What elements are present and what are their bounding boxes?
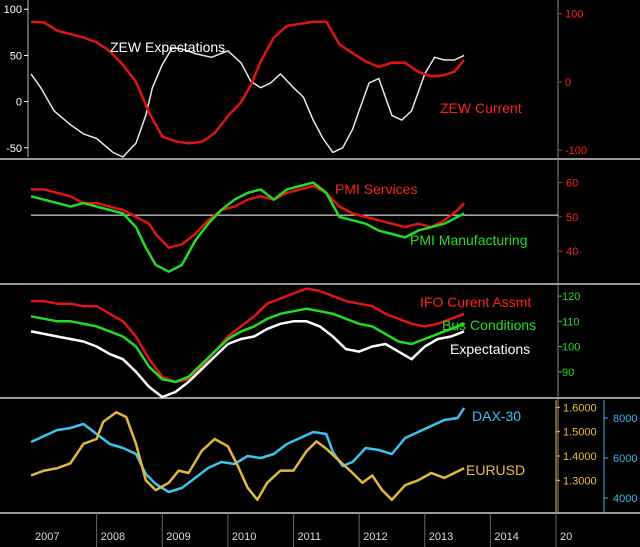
series-line-pmi-manufacturing <box>30 181 465 273</box>
label-zew-expectations: ZEW Expectations <box>110 39 225 55</box>
pmi-right-tick-label: 40 <box>566 246 578 258</box>
dax_eurusd-right-tick-label: 8000 <box>613 413 637 425</box>
dax_eurusd-right-tick-label: 4000 <box>613 493 637 505</box>
series-line-pmi-services <box>31 184 466 249</box>
ticks-layer: 100 50 0 -50 100 0 -100 60 50 40 120 110 100 90 1.6000… <box>4 4 638 505</box>
pmi-right-tick-label: 60 <box>566 178 578 190</box>
ifo-right-tick-label: 120 <box>562 291 580 303</box>
series-line-ifo-curent-assmt <box>31 287 465 384</box>
x-axis-year-label: 2012 <box>363 531 387 543</box>
ifo-right-tick-label: 90 <box>562 367 574 379</box>
x-axis-year-labels: 2007 2008 2009 2010 2011 2012 2013 2014 20 <box>35 531 572 543</box>
label-pmi-manufacturing: PMI Manufacturing <box>410 232 528 248</box>
x-axis-year-label: 2009 <box>166 531 190 543</box>
label-bus-conditions: Bus Conditions <box>442 317 536 333</box>
series-line-expectations <box>30 320 465 399</box>
x-axis-year-label: 20 <box>560 531 572 543</box>
zew-right-tick-label: -100 <box>565 145 587 157</box>
zew-left-tick-label: 50 <box>10 50 22 62</box>
series-line-eurusd <box>30 410 465 502</box>
series-line-zew-expectations <box>30 47 465 158</box>
label-ifo-current: IFO Curent Assmt <box>420 294 531 310</box>
dax_eurusd-left-tick-label: 1.6000 <box>563 402 597 414</box>
dax_eurusd-left-tick-label: 1.5000 <box>563 427 597 439</box>
x-axis-year-label: 2007 <box>35 531 59 543</box>
zew-left-tick-label: 0 <box>16 97 22 109</box>
label-dax-30: DAX-30 <box>472 408 521 424</box>
panels-layer <box>30 20 558 502</box>
series-line-dax-30 <box>30 407 466 494</box>
zew-left-tick-label: -50 <box>6 143 22 155</box>
x-axis-year-label: 2010 <box>232 531 256 543</box>
zew-right-tick-label: 100 <box>565 9 583 21</box>
label-zew-current: ZEW Current <box>440 100 522 116</box>
zew-left-tick-label: 100 <box>4 4 22 16</box>
label-eurusd: EURUSD <box>466 462 525 478</box>
zew-right-tick-label: 0 <box>565 77 571 89</box>
x-axis-year-label: 2011 <box>298 531 322 543</box>
x-axis-year-label: 2014 <box>494 531 518 543</box>
pmi-right-tick-label: 50 <box>566 212 578 224</box>
dax_eurusd-right-tick-label: 6000 <box>613 453 637 465</box>
x-axis-year-label: 2013 <box>429 531 453 543</box>
ifo-right-tick-label: 100 <box>562 342 580 354</box>
dax_eurusd-left-tick-label: 1.4000 <box>563 451 597 463</box>
series-line-bus-conditions <box>30 307 465 384</box>
dax_eurusd-left-tick-label: 1.3000 <box>563 475 597 487</box>
label-expectations: Expectations <box>450 341 530 357</box>
series-line-zew-current <box>30 20 466 145</box>
label-pmi-services: PMI Services <box>335 181 417 197</box>
ifo-right-tick-label: 110 <box>562 316 580 328</box>
x-axis-year-label: 2008 <box>101 531 125 543</box>
